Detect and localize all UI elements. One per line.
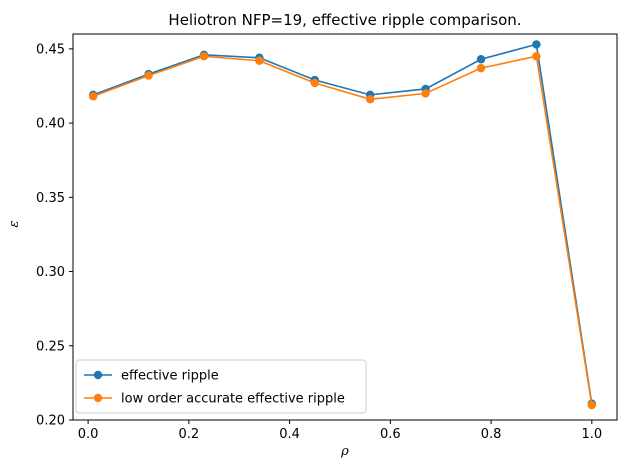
chart-title: Heliotron NFP=19, effective ripple compa…	[168, 11, 521, 29]
series-2-point	[421, 89, 430, 98]
plot-frame	[72, 33, 618, 421]
x-tick-label: 0.8	[481, 427, 502, 442]
x-axis-label: ρ	[340, 444, 349, 459]
series-2-point	[88, 92, 98, 101]
x-tick-label: 0.6	[380, 427, 401, 442]
series-line-1	[92, 43, 593, 404]
y-tick-label: 0.25	[36, 339, 65, 354]
x-tick-label: 0.0	[78, 427, 99, 442]
series-2-point	[365, 95, 375, 104]
legend-marker-2	[93, 393, 103, 403]
y-tick-label: 0.35	[36, 191, 65, 206]
legend-box	[75, 359, 367, 414]
y-tick-label: 0.40	[36, 117, 65, 132]
x-tick-label: 1.0	[581, 427, 602, 442]
series-2-point	[476, 63, 486, 73]
series-line-2	[92, 55, 593, 406]
y-axis-label: ε	[7, 220, 22, 227]
legend-label-2: low order accurate effective ripple	[121, 392, 345, 407]
series-2-point	[255, 56, 264, 65]
series-2-point	[532, 52, 541, 61]
series-1-point	[476, 55, 486, 64]
x-tick-label: 0.2	[179, 427, 200, 442]
y-tick-label: 0.45	[36, 42, 65, 57]
plot-area: 0.0 0.2 0.4 0.6 0.8 1.0 0.20 0.25 0.30 0.35 0.40 0.…	[36, 33, 618, 442]
series-2-point	[144, 71, 153, 80]
series-1-point	[532, 40, 541, 49]
series-2-point	[310, 78, 319, 88]
legend-marker-1	[93, 370, 103, 380]
legend: effective ripple low order accurate effec…	[75, 359, 367, 414]
series-2-point	[199, 52, 209, 61]
y-tick-label: 0.30	[36, 265, 65, 280]
legend-label-1: effective ripple	[121, 369, 219, 384]
x-tick-label: 0.4	[279, 427, 300, 442]
y-tick-label: 0.20	[36, 414, 65, 429]
series-2-point	[587, 400, 597, 410]
